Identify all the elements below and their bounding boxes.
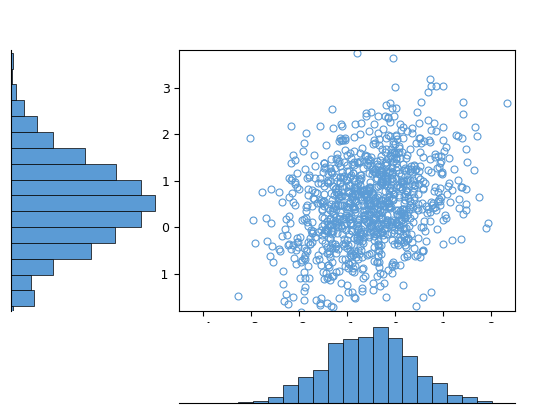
Bar bbox=[343, 339, 358, 403]
Bar bbox=[388, 338, 403, 403]
Bar bbox=[11, 211, 141, 227]
Bar bbox=[11, 306, 13, 322]
Bar bbox=[403, 356, 417, 403]
Bar bbox=[477, 401, 492, 403]
Bar bbox=[462, 397, 477, 403]
Bar bbox=[11, 259, 53, 275]
Bar bbox=[313, 370, 328, 403]
Bar bbox=[11, 116, 36, 132]
Bar bbox=[447, 395, 462, 403]
Bar bbox=[283, 385, 298, 403]
Bar bbox=[11, 164, 116, 179]
Bar bbox=[358, 337, 372, 403]
Bar bbox=[11, 322, 14, 338]
Bar bbox=[417, 376, 432, 403]
Bar bbox=[11, 68, 12, 84]
Bar bbox=[239, 402, 253, 403]
Bar bbox=[11, 275, 31, 291]
Bar bbox=[11, 100, 25, 116]
Bar bbox=[11, 195, 155, 211]
Bar bbox=[11, 243, 91, 259]
Bar bbox=[298, 377, 313, 403]
Bar bbox=[432, 383, 447, 403]
Bar bbox=[11, 227, 115, 243]
Bar bbox=[11, 132, 53, 148]
Bar bbox=[11, 53, 13, 68]
Bar bbox=[11, 148, 85, 164]
Bar bbox=[11, 291, 34, 306]
Bar bbox=[268, 397, 283, 403]
Bar bbox=[372, 327, 388, 403]
Bar bbox=[11, 84, 16, 100]
Bar bbox=[11, 179, 141, 195]
Bar bbox=[328, 343, 343, 403]
X-axis label: p1: p1 bbox=[338, 339, 356, 353]
Bar bbox=[253, 401, 268, 403]
Y-axis label: p2: p2 bbox=[132, 172, 146, 189]
